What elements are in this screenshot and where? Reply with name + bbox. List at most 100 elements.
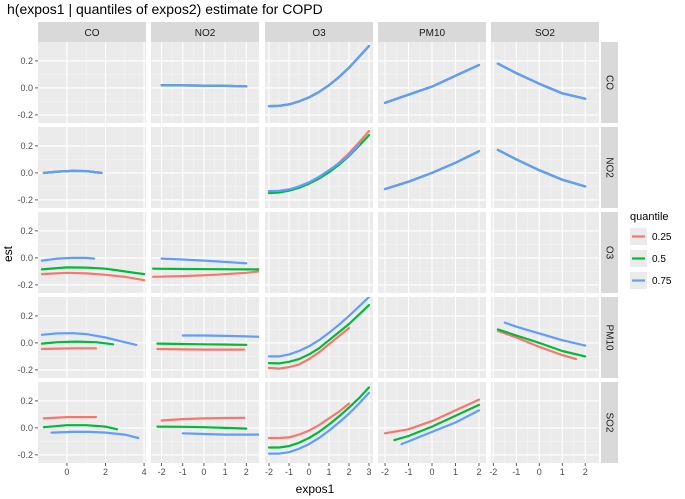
x-tick-label: -1 — [405, 467, 413, 477]
x-tick-label: 0 — [429, 467, 434, 477]
row-strip-label: SO2 — [604, 412, 615, 432]
x-tick-label: -1 — [512, 467, 520, 477]
y-tick-label: 0.0 — [20, 253, 33, 263]
col-strip — [151, 22, 259, 42]
panel-background — [38, 42, 146, 123]
col-strip-label: PM10 — [419, 28, 446, 39]
panel-background — [491, 382, 599, 463]
panel-background — [491, 127, 599, 208]
row-strip-label: PM10 — [604, 324, 615, 351]
series-line-q0_75 — [160, 84, 248, 88]
series-line-q0_75 — [496, 148, 587, 188]
series-line-q0_5 — [40, 340, 115, 346]
x-tick-label: 2 — [103, 467, 108, 477]
series-line-q0_75 — [160, 257, 248, 265]
row-strip — [601, 42, 618, 123]
series-line-q0_25 — [40, 271, 146, 282]
legend-label: 0.75 — [652, 276, 672, 287]
panel-background — [38, 127, 146, 208]
legend-label: 0.25 — [652, 232, 672, 243]
series-line-q0_5 — [40, 266, 146, 276]
panel-background — [38, 297, 146, 378]
row-strip — [601, 212, 618, 293]
col-strip-label: CO — [85, 28, 100, 39]
legend-label: 0.5 — [652, 254, 666, 265]
panel-background — [491, 297, 599, 378]
y-tick-label: 0.2 — [20, 396, 33, 406]
x-tick-label: -2 — [158, 467, 166, 477]
panel-background — [38, 212, 146, 293]
series-line-q0_25 — [496, 329, 578, 361]
series-line-q0_75 — [383, 150, 481, 191]
y-tick-label: 0.0 — [20, 423, 33, 433]
y-tick-label: 0.0 — [20, 168, 33, 178]
series-line-q0_75 — [267, 297, 371, 358]
series-line-q0_25 — [42, 416, 98, 420]
x-axis-title: expos1 — [296, 482, 335, 496]
chart-title: h(expos1 | quantiles of expos2) estimate… — [7, 1, 323, 17]
series-line-q0_5 — [42, 424, 119, 431]
x-tick-label: -2 — [381, 467, 389, 477]
panel-background — [151, 212, 259, 293]
x-tick-label: 2 — [244, 467, 249, 477]
series-line-q0_5 — [393, 403, 481, 442]
col-strip-label: O3 — [312, 28, 326, 39]
series-line-q0_5 — [156, 342, 248, 346]
x-tick-label: 2 — [476, 467, 481, 477]
series-line-q0_75 — [181, 432, 259, 436]
series-line-q0_5 — [152, 267, 259, 271]
x-tick-label: 4 — [142, 467, 147, 477]
series-line-q0_5 — [496, 328, 587, 358]
col-strip-label: NO2 — [195, 28, 216, 39]
panel-background — [491, 212, 599, 293]
x-tick-label: 1 — [326, 467, 331, 477]
legend-title: quantile — [630, 211, 669, 223]
x-tick-label: 1 — [453, 467, 458, 477]
panel-background — [151, 42, 259, 123]
row-strip-label: NO2 — [604, 157, 615, 178]
panel-background — [151, 297, 259, 378]
x-tick-label: 0 — [537, 467, 542, 477]
y-tick-label: 0.2 — [20, 311, 33, 321]
panel-background — [38, 382, 146, 463]
series-line-q0_75 — [503, 321, 587, 347]
series-line-q0_5 — [156, 425, 248, 430]
panel-background — [491, 42, 599, 123]
x-tick-label: -2 — [489, 467, 497, 477]
series-line-q0_75 — [267, 391, 371, 455]
series-line-q0_75 — [496, 62, 587, 100]
series-line-q0_75 — [383, 63, 481, 104]
x-tick-label: -1 — [285, 467, 293, 477]
series-line-q0_25 — [152, 270, 259, 278]
col-strip-label: SO2 — [535, 28, 555, 39]
col-strip — [378, 22, 486, 42]
series-line-q0_25 — [267, 402, 351, 440]
y-axis-title: est — [1, 245, 15, 262]
panel-background — [151, 382, 259, 463]
row-strip — [601, 127, 618, 208]
col-strip — [38, 22, 146, 42]
x-tick-label: 1 — [223, 467, 228, 477]
panel-background — [151, 127, 259, 208]
series-line-q0_75 — [40, 332, 138, 346]
series-line-q0_75 — [400, 409, 481, 446]
legend: quantile 0.25 0.5 0.75 — [630, 211, 672, 289]
series-line-q0_75 — [267, 44, 371, 108]
x-tick-label: 0 — [64, 467, 69, 477]
series-line-q0_5 — [267, 386, 371, 449]
series-line-q0_5 — [267, 304, 371, 365]
row-strip-label: O3 — [604, 246, 615, 260]
y-tick-label: 0.0 — [20, 338, 33, 348]
x-tick-label: 3 — [366, 467, 371, 477]
y-tick-label: 0.2 — [20, 141, 33, 151]
series-line-q0_25 — [267, 327, 351, 370]
y-tick-label: -0.2 — [17, 365, 33, 375]
series-line-q0_75 — [267, 143, 361, 193]
y-tick-label: -0.2 — [17, 110, 33, 120]
series-line-q0_75 — [181, 334, 259, 338]
x-tick-label: -2 — [265, 467, 273, 477]
series-line-q0_25 — [40, 347, 98, 351]
x-tick-label: 0 — [306, 467, 311, 477]
y-tick-label: 0.2 — [20, 56, 33, 66]
